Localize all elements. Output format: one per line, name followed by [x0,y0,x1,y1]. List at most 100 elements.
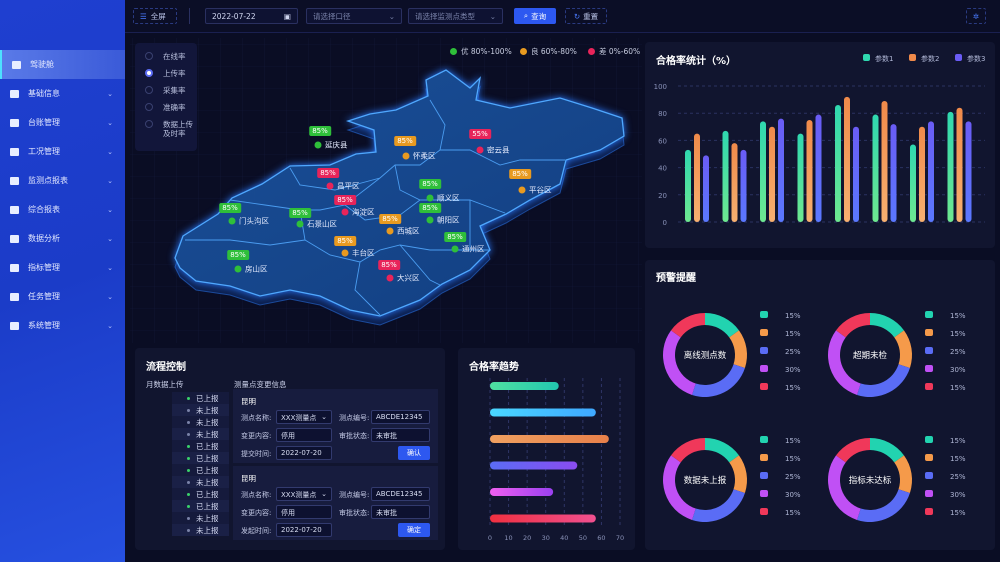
date-picker[interactable]: 2022-07-22 ▣ [205,8,298,24]
district-marker[interactable] [314,141,322,149]
donut-slice[interactable] [705,438,739,463]
radio-button[interactable] [145,69,153,77]
radio-option[interactable]: 采集率 [145,86,195,95]
trend-bar[interactable] [490,435,609,443]
radio-option[interactable]: 上传率 [145,69,195,78]
change-content-input[interactable]: 停用 [276,428,332,442]
bar-参数2[interactable] [881,100,888,222]
district-marker[interactable] [296,220,304,228]
time-input[interactable]: 2022-07-20 [276,446,332,460]
map-region[interactable] [174,69,625,317]
bar-参数2[interactable] [919,126,925,222]
donut-slice[interactable] [857,364,910,397]
radio-button[interactable] [145,52,153,60]
sidebar-item-5[interactable]: 综合报表 ⌄ [0,195,125,224]
time-input[interactable]: 2022-07-20 [276,523,332,537]
bar-参数1[interactable] [947,111,954,222]
bar-参数3[interactable] [703,155,709,222]
district-marker[interactable] [518,186,526,194]
donut-slice[interactable] [836,438,870,463]
bar-参数2[interactable] [844,96,850,222]
donut-slice[interactable] [828,455,861,520]
approval-status-input[interactable]: 未审批 [371,428,430,442]
bar-参数1[interactable] [760,121,766,222]
sidebar-item-9[interactable]: 系统管理 ⌄ [0,311,125,340]
district-marker[interactable] [341,208,349,216]
sidebar-item-0[interactable]: 驾驶舱 [0,50,125,79]
trend-bar[interactable] [490,488,554,496]
radio-button[interactable] [145,120,153,128]
sidebar-item-8[interactable]: 任务管理 ⌄ [0,282,125,311]
bar-参数2[interactable] [956,107,963,222]
district-marker[interactable] [451,245,459,253]
bar-参数2[interactable] [769,126,775,222]
district-marker[interactable] [426,194,434,202]
point-code-input[interactable]: ABCDE12345 [371,410,430,424]
bar-参数1[interactable] [835,105,841,222]
district-marker[interactable] [326,182,334,190]
donut-slice[interactable] [671,313,705,338]
donut-slice[interactable] [894,455,912,493]
point-code-input[interactable]: ABCDE12345 [371,487,430,501]
sidebar-item-2[interactable]: 台账管理 ⌄ [0,108,125,137]
approval-status-input[interactable]: 未审批 [371,505,430,519]
donut-slice[interactable] [705,313,739,338]
bar-参数3[interactable] [890,124,897,222]
donut-slice[interactable] [857,489,910,522]
trend-bar[interactable] [490,408,596,417]
bar-参数3[interactable] [778,118,784,222]
trend-bar[interactable] [490,514,596,523]
trend-bar[interactable] [490,382,559,390]
district-marker[interactable] [228,217,236,225]
donut-slice[interactable] [729,455,747,493]
radio-button[interactable] [145,103,153,111]
donut-slice[interactable] [836,313,870,338]
reset-button[interactable]: ↻ 重置 [565,8,607,24]
bar-参数1[interactable] [910,144,916,222]
bar-参数1[interactable] [797,133,804,222]
district-marker[interactable] [341,249,349,257]
radio-option[interactable]: 在线率 [145,52,195,61]
radio-option[interactable]: 数据上传及时率 [145,120,195,138]
donut-slice[interactable] [729,330,747,368]
radio-button[interactable] [145,86,153,94]
bar-参数2[interactable] [731,143,738,222]
change-content-input[interactable]: 停用 [276,505,332,519]
donut-slice[interactable] [692,489,745,522]
bar-参数3[interactable] [740,149,747,222]
donut-slice[interactable] [692,364,745,397]
trend-bar[interactable] [490,461,578,470]
district-marker[interactable] [386,274,394,282]
point-name-select[interactable]: XXX测量点 ⌄ [276,487,332,501]
confirm-button[interactable]: 确定 [398,523,430,537]
sidebar-item-6[interactable]: 数据分析 ⌄ [0,224,125,253]
bar-参数3[interactable] [965,121,972,222]
bar-参数1[interactable] [722,130,729,222]
bar-参数1[interactable] [685,149,691,222]
donut-slice[interactable] [663,455,696,520]
district-marker[interactable] [386,227,394,235]
donut-slice[interactable] [663,330,696,395]
radio-option[interactable]: 准确率 [145,103,195,112]
district-marker[interactable] [426,216,434,224]
fullscreen-button[interactable]: ☰ 全屏 [133,8,177,24]
donut-slice[interactable] [870,438,904,463]
district-marker[interactable] [476,146,484,154]
caliber-select[interactable]: 请选择口径 ⌄ [306,8,402,24]
district-marker[interactable] [402,152,410,160]
sidebar-item-4[interactable]: 监测点报表 ⌄ [0,166,125,195]
sidebar-item-7[interactable]: 指标管理 ⌄ [0,253,125,282]
bar-参数1[interactable] [872,114,879,222]
bar-参数3[interactable] [853,126,859,222]
district-marker[interactable] [234,265,242,273]
search-button[interactable]: ⌕ 查询 [514,8,556,24]
bar-参数2[interactable] [694,133,700,222]
donut-slice[interactable] [894,330,912,368]
bar-参数3[interactable] [815,114,822,222]
bar-参数3[interactable] [928,121,934,222]
point-name-select[interactable]: XXX测量点 ⌄ [276,410,332,424]
bar-参数2[interactable] [806,120,813,222]
donut-slice[interactable] [828,330,861,395]
sidebar-item-3[interactable]: 工况管理 ⌄ [0,137,125,166]
point-type-select[interactable]: 请选择监测点类型 ⌄ [408,8,503,24]
